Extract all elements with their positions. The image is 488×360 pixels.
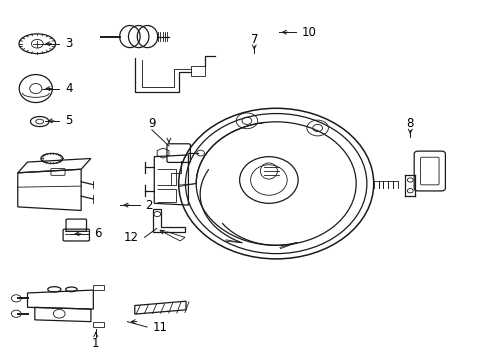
Text: 2: 2 [145,199,153,212]
Text: 12: 12 [123,231,139,244]
Text: 5: 5 [65,114,72,127]
Text: 1: 1 [92,337,100,350]
Text: 11: 11 [153,320,167,333]
Text: 3: 3 [65,37,72,50]
Text: 7: 7 [250,32,258,45]
Text: 9: 9 [148,117,155,130]
Text: 8: 8 [406,117,413,130]
Text: 6: 6 [94,227,102,240]
Text: 10: 10 [301,26,316,39]
Text: 4: 4 [65,82,72,95]
